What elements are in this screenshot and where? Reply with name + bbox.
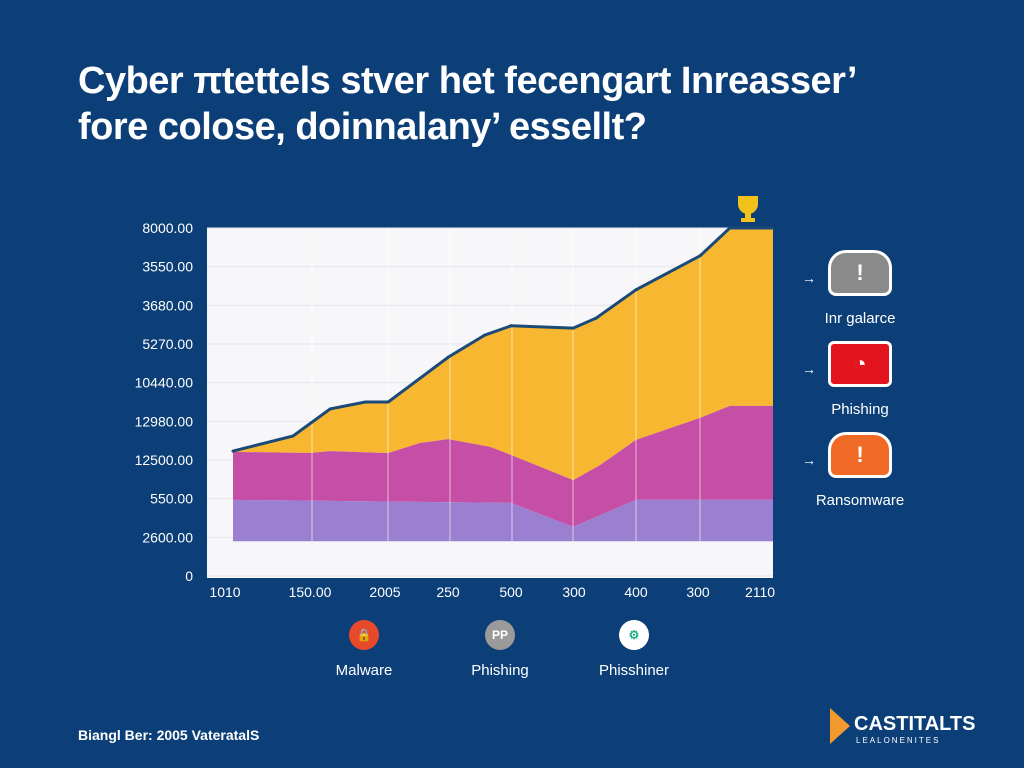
data-point [386, 400, 390, 404]
data-point [571, 326, 575, 330]
series-line [232, 226, 773, 453]
series-area [233, 499, 773, 542]
legend-label: Inr galarce [824, 310, 896, 327]
y-tick-label: 550.00 [150, 491, 193, 507]
legend-arrow-icon: → [802, 270, 816, 286]
data-point [509, 324, 513, 328]
legend-label: Phishing [471, 662, 529, 679]
camera-clock-icon: ◔ [828, 341, 892, 387]
svg-text:CASTITALTS: CASTITALTS [854, 713, 975, 735]
y-tick-label: 3680.00 [142, 297, 193, 313]
legend-item: PP Phishing [440, 620, 560, 679]
data-point [291, 434, 295, 438]
y-tick-label: 2600.00 [142, 529, 193, 545]
data-point [594, 316, 598, 320]
svg-text:LEALONENITES: LEALONENITES [856, 736, 940, 745]
title-line-2: fore colose, doinnalany’ essellt? [78, 106, 647, 148]
x-tick-label: 500 [499, 584, 523, 600]
legend-item: 🔒 Malware [304, 620, 424, 679]
warning-cloud-icon: ! [828, 250, 892, 296]
legend-arrow-icon: → [802, 452, 816, 468]
legend-item: ⚙ Phisshiner [574, 620, 694, 679]
alert-icon: ! [828, 432, 892, 478]
lock-icon: 🔒 [349, 620, 379, 650]
data-point [634, 288, 638, 292]
footer-source: Biangl Ber: 2005 VateratalS [78, 727, 260, 743]
data-point [446, 355, 450, 359]
y-tick-label: 8000.00 [142, 220, 193, 236]
x-tick-label: 2110 [745, 584, 775, 600]
y-tick-label: 3550.00 [142, 259, 193, 275]
legend-label: Malware [335, 662, 393, 679]
x-tick-label: 1010 [209, 584, 240, 600]
x-tick-label: 300 [562, 584, 586, 600]
data-point [483, 333, 487, 337]
data-point [728, 226, 732, 230]
data-point [231, 449, 235, 453]
legend-arrow-icon: → [802, 361, 816, 377]
legend-label: Ransomware [815, 492, 905, 509]
legend-label: Phisshiner [598, 662, 670, 679]
series-area [233, 405, 773, 527]
x-tick-label: 400 [624, 584, 648, 600]
x-tick-label: 150.00 [289, 584, 332, 600]
y-tick-label: 12500.00 [135, 452, 194, 468]
data-point [328, 407, 332, 411]
data-point [363, 400, 367, 404]
legend-label: Phishing [831, 401, 889, 418]
trophy-icon [738, 196, 758, 222]
x-tick-label: 300 [686, 584, 710, 600]
legend-item: ! Inr galarce [800, 250, 920, 327]
legend-item: ! Ransomware [800, 432, 920, 509]
y-tick-label: 10440.00 [135, 375, 194, 391]
y-tick-label: 5270.00 [142, 336, 193, 352]
gear-icon: ⚙ [619, 620, 649, 650]
y-tick-label: 12980.00 [135, 413, 194, 429]
data-point [771, 226, 775, 230]
chart-title: Cyber πtettels stver het fecengart Inrea… [78, 58, 857, 150]
x-tick-label: 250 [436, 584, 460, 600]
data-point [698, 254, 702, 258]
y-tick-label: 0 [185, 568, 193, 584]
brand-logo: CASTITALTS LEALONENITES [828, 706, 978, 751]
title-line-1: Cyber πtettels stver het fecengart Inrea… [78, 60, 857, 102]
series-area [233, 227, 773, 481]
pp-badge-icon: PP [485, 620, 515, 650]
x-tick-label: 2005 [369, 584, 400, 600]
legend-item: ◔ Phishing [800, 341, 920, 418]
